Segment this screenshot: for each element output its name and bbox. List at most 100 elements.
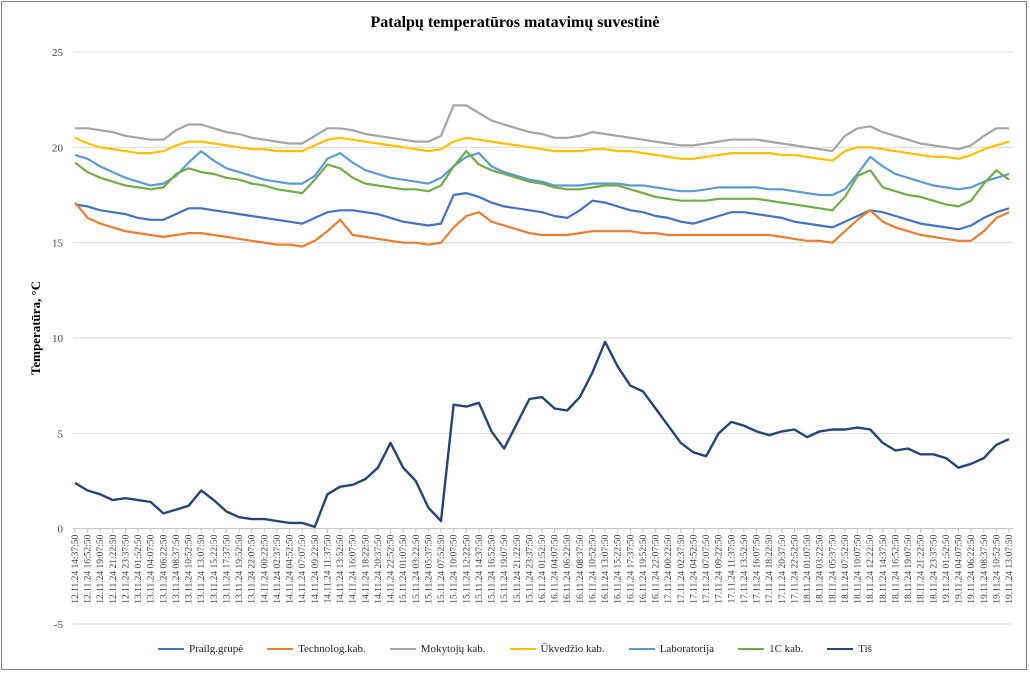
x-tick-label: 14.11.24 07:07:50 <box>298 534 308 603</box>
legend: Prailg.grupė Technolog.kab. Mokytojų kab. Ū… <box>0 643 1030 655</box>
x-tick-label: 15.11.24 19:07:50 <box>500 534 510 603</box>
x-tick-label: 16.11.24 08:37:50 <box>576 534 586 603</box>
x-tick-label: 15.11.24 21:22:50 <box>513 534 523 603</box>
legend-label: Laboratorija <box>659 643 715 655</box>
x-tick-label: 16.11.24 06:22:50 <box>563 534 573 603</box>
legend-label: Mokytojų kab. <box>420 643 486 655</box>
x-tick-label: 12.11.24 23:37:50 <box>121 534 131 603</box>
legend-swatch <box>509 648 536 650</box>
legend-label: Technolog.kab. <box>298 643 366 655</box>
legend-swatch <box>738 648 765 650</box>
x-tick-label: 17.11.24 11:37:50 <box>727 534 737 603</box>
x-tick-label: 13.11.24 06:22:50 <box>159 534 169 603</box>
x-tick-label: 14.11.24 20:37:50 <box>374 534 384 603</box>
x-tick-label: 17.11.24 07:07:50 <box>702 534 712 603</box>
x-tick-label: 19.11.24 08:37:50 <box>980 534 990 603</box>
x-tick-label: 14.11.24 11:37:50 <box>323 534 333 603</box>
x-tick-label: 13.11.24 13:07:50 <box>197 534 207 603</box>
x-tick-label: 13.11.24 22:07:50 <box>248 534 258 603</box>
y-tick-label: 25 <box>52 47 64 59</box>
legend-label: Prailg.grupė <box>189 643 244 655</box>
x-tick-label: 14.11.24 09:22:50 <box>311 534 321 603</box>
x-tick-label: 15.11.24 14:37:50 <box>475 534 485 603</box>
series-line-7 <box>74 340 1010 528</box>
x-tick-label: 14.11.24 16:07:50 <box>349 534 359 603</box>
x-tick-label: 17.11.24 13:52:50 <box>740 534 750 603</box>
x-tick-label: 18.11.24 05:37:50 <box>828 534 838 603</box>
legend-item: Prailg.grupė <box>158 643 243 655</box>
legend-item: Ūkvedžio kab. <box>509 643 605 655</box>
x-tick-label: 12.11.24 14:37:50 <box>71 534 81 603</box>
x-tick-label: 18.11.24 19:07:50 <box>904 534 914 603</box>
x-tick-label: 14.11.24 13:52:50 <box>336 534 346 603</box>
legend-label: Tiš <box>858 643 872 655</box>
x-tick-label: 18.11.24 10:07:50 <box>854 534 864 603</box>
x-tick-label: 18.11.24 12:22:50 <box>866 534 876 603</box>
x-tick-label: 12.11.24 19:07:50 <box>96 534 106 603</box>
x-tick-label: 18.11.24 21:22:50 <box>917 534 927 603</box>
x-tick-label: 13.11.24 19:52:50 <box>235 534 245 603</box>
y-tick-label: -5 <box>54 619 64 631</box>
x-tick-label: 19.11.24 13:07:50 <box>1005 534 1015 603</box>
x-tick-label: 17.11.24 20:37:50 <box>778 534 788 603</box>
x-tick-label: 19.11.24 01:52:50 <box>942 534 952 603</box>
x-tick-label: 17.11.24 04:52:50 <box>689 534 699 603</box>
x-tick-label: 18.11.24 14:37:50 <box>879 534 889 603</box>
x-tick-label: 15.11.24 23:37:50 <box>525 534 535 603</box>
x-tick-label: 14.11.24 02:37:50 <box>273 534 283 603</box>
y-axis-title: Temperatūra, °C <box>28 281 43 375</box>
legend-item: Laboratorija <box>628 643 715 655</box>
x-tick-label: 15.11.24 16:52:50 <box>488 534 498 603</box>
x-tick-label: 17.11.24 16:07:50 <box>753 534 763 603</box>
legend-swatch <box>267 648 294 650</box>
x-tick-label: 15.11.24 03:22:50 <box>412 534 422 603</box>
x-tick-label: 14.11.24 00:22:50 <box>260 534 270 603</box>
x-tick-label: 17.11.24 00:22:50 <box>664 534 674 603</box>
x-tick-label: 16.11.24 10:52:50 <box>588 534 598 603</box>
x-tick-label: 17.11.24 22:52:50 <box>790 534 800 603</box>
legend-swatch <box>628 648 655 650</box>
x-tick-label: 13.11.24 17:37:50 <box>222 534 232 603</box>
y-tick-label: 5 <box>58 428 64 440</box>
series-line-2 <box>74 201 1010 248</box>
y-tick-label: 10 <box>52 333 64 345</box>
chart-title: Patalpų temperatūros matavimų suvestinė <box>370 14 660 31</box>
x-tick-label: 14.11.24 18:22:50 <box>361 534 371 603</box>
x-tick-label: 12.11.24 16:52:50 <box>84 534 94 603</box>
y-tick-label: 15 <box>52 238 64 250</box>
y-tick-label: 0 <box>58 524 64 536</box>
x-tick-label: 17.11.24 09:22:50 <box>715 534 725 603</box>
x-tick-label: 15.11.24 01:07:50 <box>399 534 409 603</box>
x-tick-label: 16.11.24 19:52:50 <box>639 534 649 603</box>
x-tick-label: 16.11.24 17:37:50 <box>626 534 636 603</box>
x-tick-label: 16.11.24 01:52:50 <box>538 534 548 603</box>
x-tick-label: 15.11.24 12:22:50 <box>462 534 472 603</box>
x-tick-label: 16.11.24 13:07:50 <box>601 534 611 603</box>
x-tick-label: 15.11.24 05:37:50 <box>424 534 434 603</box>
x-tick-label: 16.11.24 04:07:50 <box>551 534 561 603</box>
series-line-5 <box>74 150 1010 197</box>
legend-item: 1C kab. <box>738 643 803 655</box>
x-tick-label: 18.11.24 16:52:50 <box>891 534 901 603</box>
x-tick-label: 19.11.24 10:52:50 <box>992 534 1002 603</box>
series-line-4 <box>74 136 1010 162</box>
x-tick-label: 19.11.24 06:22:50 <box>967 534 977 603</box>
x-tick-label: 16.11.24 22:07:50 <box>652 534 662 603</box>
legend-item: Mokytojų kab. <box>389 643 486 655</box>
series-line-6 <box>74 150 1010 212</box>
x-tick-label: 13.11.24 01:52:50 <box>134 534 144 603</box>
x-tick-label: 18.11.24 07:52:50 <box>841 534 851 603</box>
x-tick-label: 18.11.24 03:22:50 <box>816 534 826 603</box>
x-tick-label: 14.11.24 04:52:50 <box>286 534 296 603</box>
legend-swatch <box>389 648 416 650</box>
x-tick-label: 17.11.24 02:37:50 <box>677 534 687 603</box>
x-tick-label: 15.11.24 10:07:50 <box>450 534 460 603</box>
x-tick-label: 18.11.24 23:37:50 <box>929 534 939 603</box>
legend-swatch <box>827 648 854 650</box>
x-tick-label: 18.11.24 01:07:50 <box>803 534 813 603</box>
legend-swatch <box>158 648 185 650</box>
x-tick-label: 15.11.24 07:52:50 <box>437 534 447 603</box>
x-tick-label: 13.11.24 04:07:50 <box>147 534 157 603</box>
